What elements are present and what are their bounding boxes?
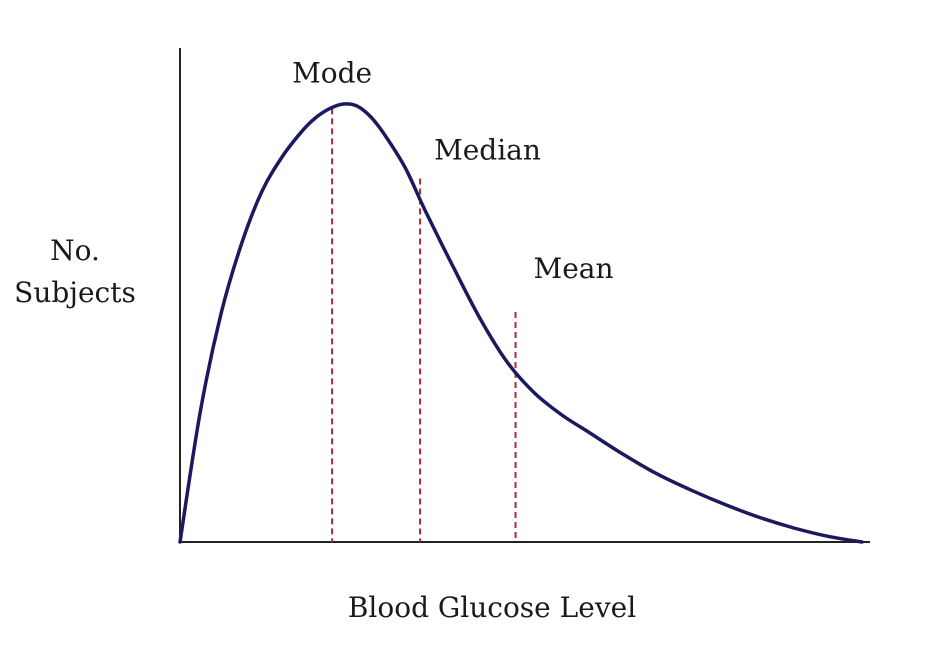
mean-label: Mean bbox=[534, 252, 614, 285]
median-label: Median bbox=[434, 133, 541, 166]
distribution-curve bbox=[178, 102, 864, 544]
y-axis-label-line1: No. bbox=[50, 234, 100, 267]
mode-label: Mode bbox=[292, 56, 372, 89]
y-axis-label-line2: Subjects bbox=[14, 276, 136, 309]
x-axis-label: Blood Glucose Level bbox=[348, 591, 636, 624]
